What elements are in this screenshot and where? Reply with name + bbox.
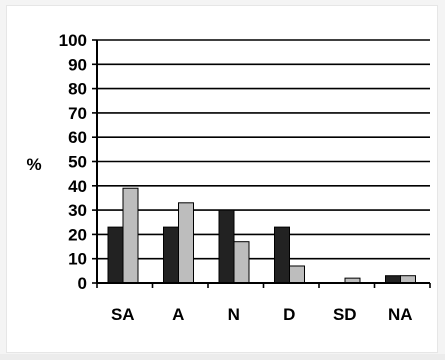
page-edge (0, 354, 445, 360)
x-tick-label: SD (333, 305, 357, 324)
bar-d-series-1 (274, 226, 290, 284)
y-tick-label: 40 (68, 177, 87, 196)
bar-sa-series-1 (107, 226, 124, 284)
x-tick-label: A (172, 305, 184, 324)
bar-na-series-1 (385, 275, 401, 284)
bar-na-series-2 (400, 275, 416, 284)
y-tick-label: 80 (68, 80, 87, 99)
y-tick-label: 30 (68, 201, 87, 220)
bar-d-series-2 (289, 265, 305, 284)
bar-a-series-1 (163, 226, 179, 284)
bar-sa-series-2 (122, 187, 139, 284)
y-tick-label: 50 (68, 153, 87, 172)
bar-n-series-1 (218, 209, 235, 284)
x-tick-label: D (283, 305, 295, 324)
x-tick-label: N (228, 305, 240, 324)
y-axis-label: % (26, 155, 41, 174)
y-tick-label: 0 (78, 274, 87, 293)
y-tick-label: 100 (59, 31, 87, 50)
bars (107, 187, 416, 284)
x-tick-label: SA (111, 305, 135, 324)
gridlines (97, 39, 430, 260)
y-tick-label: 10 (68, 250, 87, 269)
bar-n-series-2 (233, 241, 250, 284)
tick-labels: 0 10 20 30 40 50 60 70 80 90 100 SA A N D SD NA (59, 31, 431, 324)
bar-a-series-2 (178, 202, 194, 284)
x-tick-label: NA (388, 305, 413, 324)
y-tick-label: 70 (68, 104, 87, 123)
y-tick-label: 90 (68, 55, 87, 74)
chart-frame (6, 5, 438, 353)
y-tick-label: 60 (68, 128, 87, 147)
y-tick-label: 20 (68, 225, 87, 244)
